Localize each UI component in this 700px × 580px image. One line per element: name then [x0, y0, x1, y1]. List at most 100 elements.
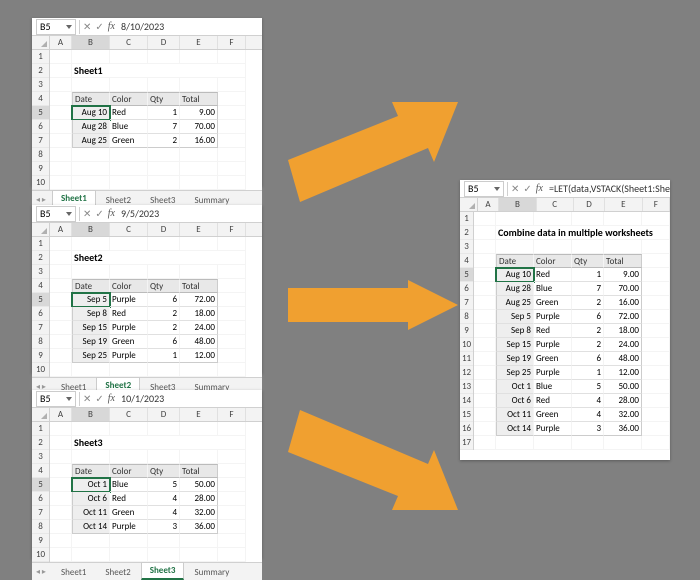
name-box[interactable]: B5	[36, 19, 76, 35]
cell-total[interactable]: 32.00	[180, 506, 218, 520]
cell[interactable]	[50, 265, 72, 279]
cell-qty[interactable]: 1	[572, 268, 604, 282]
cell-total[interactable]: 24.00	[180, 321, 218, 335]
cell[interactable]	[148, 450, 180, 464]
col-header-F[interactable]: F	[643, 198, 670, 211]
cell-date[interactable]: Sep 5	[496, 310, 534, 324]
cell[interactable]	[110, 265, 148, 279]
cell[interactable]	[72, 50, 110, 64]
cell[interactable]	[604, 212, 642, 226]
cell-total[interactable]: 32.00	[604, 408, 642, 422]
col-header-B[interactable]: B	[72, 408, 110, 421]
cell[interactable]	[50, 78, 72, 92]
cell-total[interactable]: 24.00	[604, 338, 642, 352]
cell[interactable]	[642, 324, 670, 338]
row-header-1[interactable]: 1	[32, 50, 49, 64]
sheet-tab-sheet3[interactable]: Sheet3	[141, 562, 185, 580]
formula-value[interactable]: 9/5/2023	[115, 207, 262, 220]
cell[interactable]	[180, 422, 218, 436]
cell[interactable]	[180, 450, 218, 464]
cell-color[interactable]: Green	[534, 352, 572, 366]
cell-color[interactable]: Purple	[110, 293, 148, 307]
col-header-A[interactable]: A	[478, 198, 500, 211]
cell-date[interactable]: Sep 15	[72, 321, 110, 335]
cell-date[interactable]: Oct 14	[496, 422, 534, 436]
row-header-2[interactable]: 2	[32, 251, 49, 265]
col-header-A[interactable]: A	[50, 223, 72, 236]
row-header-5[interactable]: 5	[460, 268, 473, 282]
cell[interactable]	[110, 548, 148, 562]
col-header-F[interactable]: F	[218, 36, 246, 49]
cell[interactable]	[50, 120, 72, 134]
cell[interactable]	[180, 548, 218, 562]
cell-date[interactable]: Sep 8	[496, 324, 534, 338]
row-header-10[interactable]: 10	[460, 338, 473, 352]
cell-total[interactable]: 36.00	[604, 422, 642, 436]
col-header-B[interactable]: B	[72, 223, 110, 236]
cell[interactable]	[496, 212, 534, 226]
fx-icon[interactable]: fx	[108, 393, 115, 404]
row-header-8[interactable]: 8	[32, 335, 49, 349]
cell-total[interactable]: 12.00	[604, 366, 642, 380]
cell[interactable]	[218, 520, 246, 534]
cell[interactable]	[110, 148, 148, 162]
cell[interactable]	[50, 321, 72, 335]
row-header-3[interactable]: 3	[32, 265, 49, 279]
row-header-10[interactable]: 10	[32, 176, 49, 190]
cell-color[interactable]: Purple	[534, 366, 572, 380]
cells-area[interactable]: Sheet1 Date Color Qty Total Aug 10 Red 1…	[50, 50, 262, 190]
row-header-1[interactable]: 1	[32, 422, 49, 436]
cell[interactable]	[218, 464, 246, 478]
row-header-9[interactable]: 9	[32, 162, 49, 176]
cell-qty[interactable]: 2	[572, 296, 604, 310]
cell-date[interactable]: Oct 11	[496, 408, 534, 422]
cell-color[interactable]: Purple	[534, 338, 572, 352]
cell[interactable]	[218, 450, 246, 464]
cell[interactable]	[474, 380, 496, 394]
cell[interactable]	[50, 520, 72, 534]
cell-total[interactable]: 50.00	[180, 478, 218, 492]
row-header-6[interactable]: 6	[32, 307, 49, 321]
cancel-icon[interactable]: ✕	[511, 182, 519, 195]
row-header-6[interactable]: 6	[32, 120, 49, 134]
cell-qty[interactable]: 6	[572, 352, 604, 366]
cell[interactable]	[110, 237, 148, 251]
row-header-9[interactable]: 9	[460, 324, 473, 338]
cell[interactable]	[148, 148, 180, 162]
select-all-corner[interactable]	[32, 223, 50, 236]
cell-color[interactable]: Green	[110, 134, 148, 148]
chevron-down-icon[interactable]	[494, 187, 500, 191]
row-header-8[interactable]: 8	[32, 148, 49, 162]
cell[interactable]	[642, 422, 670, 436]
cell-color[interactable]: Red	[110, 492, 148, 506]
cell-qty[interactable]: 2	[148, 321, 180, 335]
cell-date[interactable]: Sep 25	[72, 349, 110, 363]
cell[interactable]	[72, 237, 110, 251]
cell[interactable]	[72, 176, 110, 190]
cell-color[interactable]: Red	[110, 106, 148, 120]
cell[interactable]	[642, 338, 670, 352]
cell[interactable]	[474, 240, 496, 254]
cell-qty[interactable]: 3	[572, 422, 604, 436]
cancel-icon[interactable]: ✕	[83, 20, 91, 33]
cell[interactable]	[218, 548, 246, 562]
row-header-7[interactable]: 7	[32, 134, 49, 148]
cell-color[interactable]: Blue	[534, 282, 572, 296]
cell[interactable]	[474, 296, 496, 310]
cell[interactable]	[572, 436, 604, 450]
cancel-icon[interactable]: ✕	[83, 207, 91, 220]
cell[interactable]	[72, 363, 110, 377]
cell[interactable]	[218, 106, 246, 120]
cell-color[interactable]: Green	[534, 408, 572, 422]
row-header-2[interactable]: 2	[32, 64, 49, 78]
row-header-3[interactable]: 3	[32, 450, 49, 464]
cell[interactable]	[474, 268, 496, 282]
cell[interactable]	[72, 422, 110, 436]
chevron-down-icon[interactable]	[66, 212, 72, 216]
cell[interactable]	[642, 310, 670, 324]
fx-icon[interactable]: fx	[536, 183, 543, 194]
cell[interactable]	[572, 240, 604, 254]
row-header-15[interactable]: 15	[460, 408, 473, 422]
cell-qty[interactable]: 6	[148, 293, 180, 307]
cell[interactable]	[110, 50, 148, 64]
